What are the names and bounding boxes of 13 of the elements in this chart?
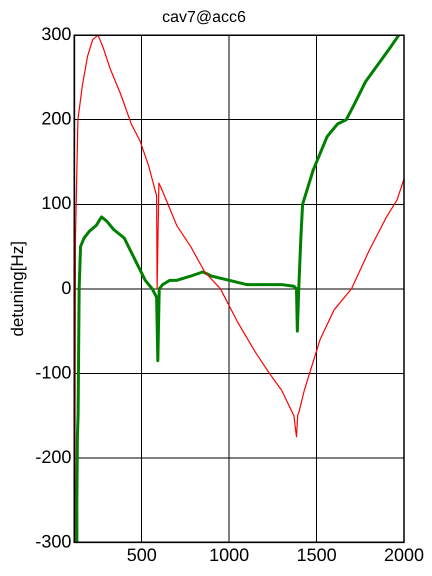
y-tick-label: 300 <box>41 24 72 44</box>
y-axis-title: detuning[Hz] <box>8 241 27 337</box>
y-tick-label: -300 <box>35 531 72 552</box>
y-tick-label: 100 <box>41 193 72 214</box>
x-tick-label: 1500 <box>296 545 337 566</box>
chart-title: cav7@acc6 <box>162 9 246 26</box>
y-tick-label: 0 <box>61 278 72 298</box>
x-tick-label: 1000 <box>209 545 250 566</box>
x-tick-label: 2000 <box>384 545 424 566</box>
y-tick-label: -100 <box>35 362 72 382</box>
y-tick-label: 200 <box>41 108 72 129</box>
x-tick-label: 500 <box>126 545 157 566</box>
y-tick-label: -200 <box>35 446 72 467</box>
